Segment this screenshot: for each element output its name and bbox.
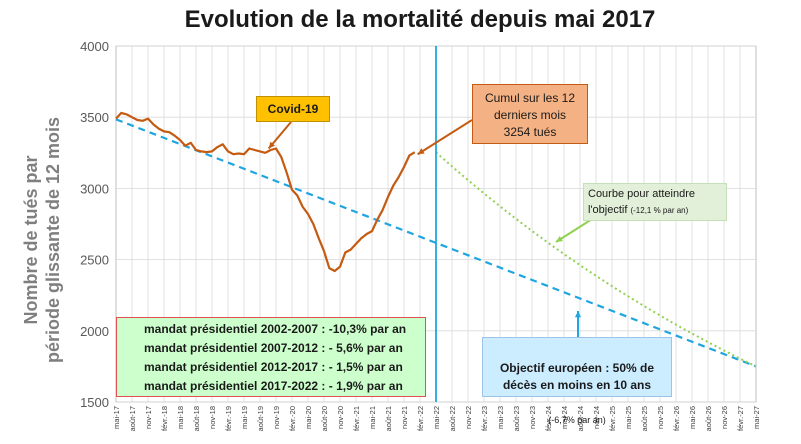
x-tick-label: nov-26 xyxy=(720,406,729,429)
objectif-text: Objectif européen : 50% de décès en moin… xyxy=(499,361,655,392)
x-tick-label: nov-19 xyxy=(272,406,281,429)
x-tick-label: août-19 xyxy=(256,406,265,431)
mandat-line: mandat présidentiel 2002-2007 : -10,3% p… xyxy=(144,322,407,336)
x-tick-label: août-17 xyxy=(128,406,137,431)
objective-trend-line xyxy=(115,118,757,368)
x-tick-label: août-25 xyxy=(640,406,649,431)
y-axis-ticks: 1500 2000 2500 3000 3500 4000 xyxy=(80,39,109,410)
x-tick-label: mai-23 xyxy=(496,406,505,429)
objectif-rate: (-6,7% par an) xyxy=(548,415,606,425)
x-tick-label: mai-17 xyxy=(112,406,121,429)
x-tick-label: févr.-26 xyxy=(672,406,681,431)
y-tick-label: 1500 xyxy=(80,395,109,410)
y-tick-label: 3000 xyxy=(80,181,109,196)
cumul-arrow xyxy=(417,119,473,156)
courbe-annotation: Courbe pour atteindre l'objectif (-12,1 … xyxy=(583,183,727,221)
series-group xyxy=(115,46,757,402)
mandats-legend: mandat présidentiel 2002-2007 : -10,3% p… xyxy=(116,317,426,397)
y-tick-label: 4000 xyxy=(80,39,109,54)
x-tick-label: févr.-23 xyxy=(480,406,489,431)
mortality-line xyxy=(115,111,416,273)
x-tick-label: nov-20 xyxy=(336,406,345,429)
x-tick-label: févr.-20 xyxy=(288,406,297,431)
objectif-annotation: Objectif européen : 50% de décès en moin… xyxy=(482,337,672,425)
cumul-annotation: Cumul sur les 12 derniers mois 3254 tués xyxy=(472,84,588,144)
y-tick-label: 3500 xyxy=(80,110,109,125)
x-tick-label: nov-18 xyxy=(208,406,217,429)
x-axis-ticks: mai-17 août-17 nov-17 févr.-18 mai-18 août-18… xyxy=(112,406,761,431)
x-tick-label: févr.-22 xyxy=(416,406,425,431)
x-tick-label: mai-26 xyxy=(688,406,697,429)
x-tick-label: févr.-27 xyxy=(736,406,745,431)
x-tick-label: mai-25 xyxy=(624,406,633,429)
x-tick-label: févr.-24 xyxy=(544,406,553,431)
x-tick-label: août-22 xyxy=(448,406,457,431)
covid-arrow-head xyxy=(268,141,276,149)
needed-curve-line xyxy=(435,151,757,368)
x-tick-label: mai-20 xyxy=(304,406,313,429)
x-tick-label: mai-27 xyxy=(752,406,761,429)
x-tick-label: mai-21 xyxy=(368,406,377,429)
x-tick-label: nov-22 xyxy=(464,406,473,429)
objectif-arrow-head xyxy=(574,311,582,318)
x-tick-label: mai-18 xyxy=(176,406,185,429)
x-tick-label: août-21 xyxy=(384,406,393,431)
x-tick-label: mai-22 xyxy=(432,406,441,429)
x-tick-label: août-24 xyxy=(576,406,585,431)
mandat-line: mandat présidentiel 2007-2012 : - 5,6% p… xyxy=(144,341,403,355)
chart-title: Evolution de la mortalité depuis mai 201… xyxy=(184,6,656,33)
x-tick-label: nov-25 xyxy=(656,406,665,429)
mandat-line: mandat présidentiel 2012-2017 : - 1,5% p… xyxy=(144,360,403,374)
x-tick-label: nov-21 xyxy=(400,406,409,429)
x-tick-label: nov-23 xyxy=(528,406,537,429)
x-tick-label: nov-17 xyxy=(144,406,153,429)
x-tick-label: août-23 xyxy=(512,406,521,431)
y-axis-label-wrap: Nombre de tués par période glissante de … xyxy=(2,80,82,400)
x-tick-label: févr.-18 xyxy=(160,406,169,431)
x-tick-label: nov-24 xyxy=(592,406,601,429)
x-tick-label: août-26 xyxy=(704,406,713,431)
x-tick-label: févr.-21 xyxy=(352,406,361,431)
y-tick-label: 2500 xyxy=(80,253,109,268)
x-tick-label: févr.-25 xyxy=(608,406,617,431)
x-tick-label: août-18 xyxy=(192,406,201,431)
courbe-rate: (-12,1 % par an) xyxy=(630,206,689,215)
y-tick-label: 2000 xyxy=(80,324,109,339)
x-tick-label: mai-24 xyxy=(560,406,569,429)
x-tick-label: août-20 xyxy=(320,406,329,431)
annotation-arrows xyxy=(267,119,601,347)
covid-annotation: Covid-19 xyxy=(256,96,330,122)
y-axis-label: Nombre de tués par période glissante de … xyxy=(21,116,63,364)
courbe-text: Courbe pour atteindre l'objectif xyxy=(588,188,696,216)
courbe-arrow-head xyxy=(556,236,563,242)
x-tick-label: mai-19 xyxy=(240,406,249,429)
x-tick-label: févr.-19 xyxy=(224,406,233,431)
cumul-arrow-head xyxy=(417,148,425,155)
mandat-line: mandat présidentiel 2017-2022 : - 1,9% p… xyxy=(144,379,403,393)
